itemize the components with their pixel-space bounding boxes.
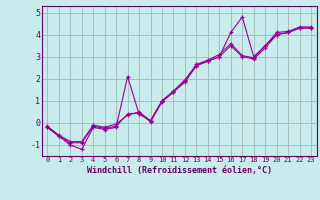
X-axis label: Windchill (Refroidissement éolien,°C): Windchill (Refroidissement éolien,°C) <box>87 166 272 175</box>
